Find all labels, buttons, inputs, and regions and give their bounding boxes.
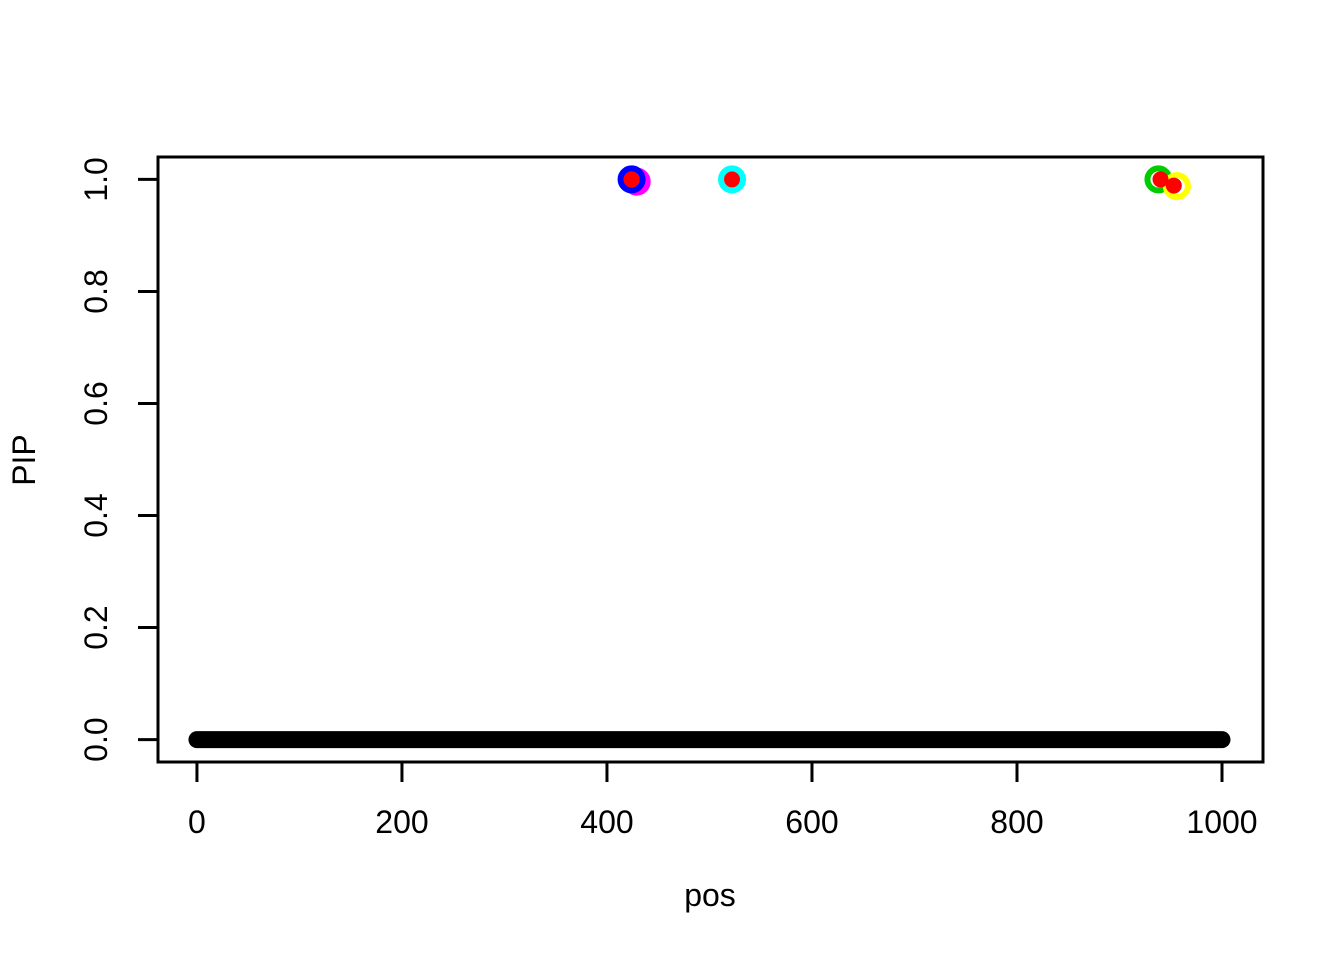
plot-box — [156, 155, 1265, 764]
x-tick-label: 0 — [188, 804, 206, 840]
axis-ticks — [138, 177, 1224, 782]
true-effect-point — [1152, 171, 1169, 188]
y-tick-label: 0.4 — [78, 493, 114, 537]
y-tick-label: 0.6 — [78, 381, 114, 425]
axis-tick-labels: 0 200 400 600 800 1000 0.0 0.2 0.4 0.6 0.8 1.0 — [78, 157, 1258, 840]
plot-border — [156, 155, 1265, 764]
data-points — [188, 165, 1231, 749]
x-tick-label: 600 — [785, 804, 838, 840]
x-axis-title: pos — [684, 877, 736, 913]
true-effect-point — [724, 171, 741, 188]
y-tick-label: 0.8 — [78, 269, 114, 313]
x-tick-label: 800 — [990, 804, 1043, 840]
x-tick-label: 400 — [580, 804, 633, 840]
y-axis-title: PIP — [6, 434, 42, 486]
x-tick-label: 200 — [375, 804, 428, 840]
y-tick-label: 1.0 — [78, 157, 114, 201]
y-tick-label: 0.2 — [78, 605, 114, 649]
x-tick-label: 1000 — [1186, 804, 1257, 840]
credible-set-ring-cs-blue — [617, 165, 646, 194]
true-effect-point — [1165, 177, 1182, 194]
credible-set-ring-cs-cyan — [718, 165, 747, 194]
y-tick-label: 0.0 — [78, 717, 114, 761]
true-effect-point — [623, 171, 640, 188]
